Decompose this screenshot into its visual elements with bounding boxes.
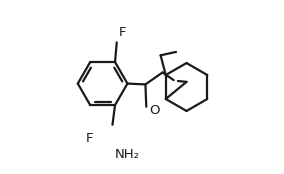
Text: NH₂: NH₂ [115, 148, 140, 161]
Text: F: F [118, 26, 126, 39]
Text: O: O [150, 104, 160, 117]
Text: F: F [86, 132, 93, 145]
